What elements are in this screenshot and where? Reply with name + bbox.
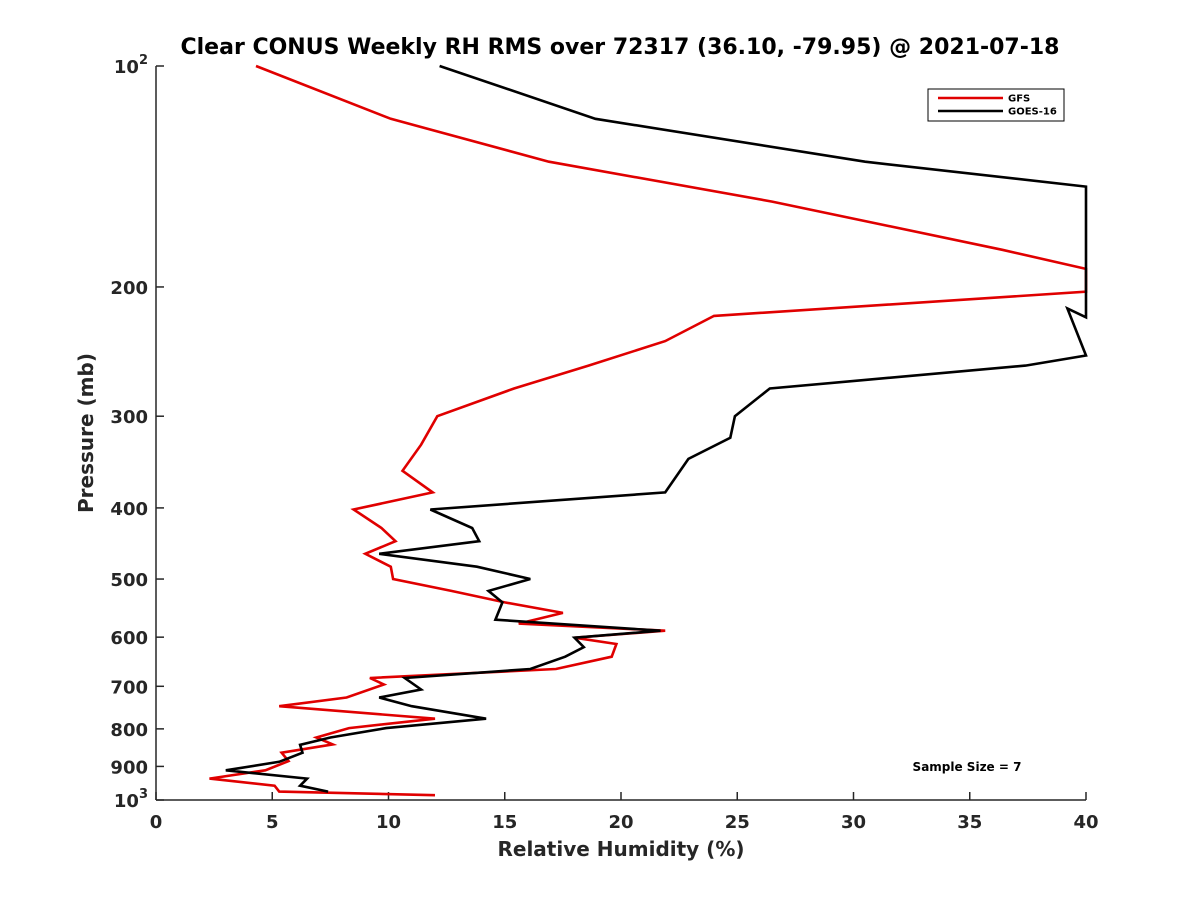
x-axis-label: Relative Humidity (%) <box>497 837 744 861</box>
x-tick-label: 10 <box>376 812 401 833</box>
y-tick-label: 700 <box>110 677 148 698</box>
legend: GFS GOES-16 <box>927 88 1065 122</box>
y-tick-label: 500 <box>110 570 148 591</box>
y-tick-label: 400 <box>110 499 148 520</box>
series-line-gfs <box>209 64 1088 797</box>
x-tick-label: 15 <box>492 812 517 833</box>
y-tick-label: 600 <box>110 628 148 649</box>
chart-title: Clear CONUS Weekly RH RMS over 72317 (36… <box>181 35 1060 60</box>
y-tick-label: 103 <box>114 787 148 812</box>
x-tick-label: 5 <box>266 812 279 833</box>
legend-label-goes16: GOES-16 <box>1008 107 1057 118</box>
series-group <box>209 64 1088 797</box>
y-axis-label: Pressure (mb) <box>74 353 98 513</box>
y-tick-label: 200 <box>110 278 148 299</box>
y-axis-ticks: 102 200 300 400 500 600 700 800 900 103 <box>110 53 164 812</box>
x-tick-label: 20 <box>608 812 633 833</box>
y-tick-label: 900 <box>110 757 148 778</box>
legend-box <box>927 88 1065 122</box>
x-axis-ticks: 0 5 10 15 20 25 30 35 40 <box>150 792 1099 833</box>
x-tick-label: 40 <box>1073 812 1098 833</box>
plot-area <box>155 66 1086 801</box>
y-tick-label: 300 <box>110 407 148 428</box>
series-line-goes16 <box>225 64 1088 793</box>
x-tick-label: 35 <box>957 812 982 833</box>
sample-size-annotation: Sample Size = 7 <box>913 760 1022 774</box>
y-tick-label: 800 <box>110 720 148 741</box>
legend-label-gfs: GFS <box>1008 94 1030 105</box>
x-tick-label: 0 <box>150 812 163 833</box>
y-tick-label: 102 <box>114 53 148 78</box>
x-tick-label: 25 <box>725 812 750 833</box>
x-tick-label: 30 <box>841 812 866 833</box>
